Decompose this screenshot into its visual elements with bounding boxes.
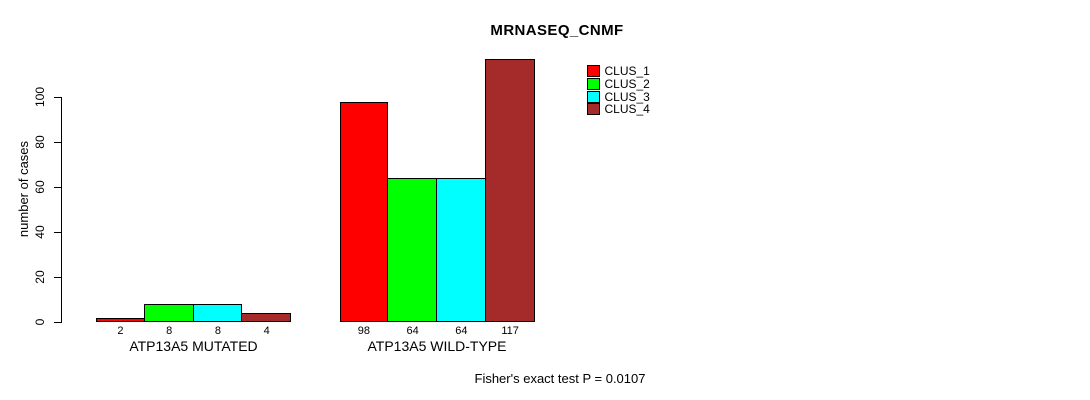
- legend-item: CLUS_4: [587, 103, 650, 116]
- y-tick-label: 0: [33, 318, 47, 326]
- y-axis-line: [61, 97, 63, 323]
- bar-value-label: 8: [214, 325, 221, 337]
- bar-clus_1-mutated: [96, 317, 145, 322]
- bar-clus_4-mutated: [241, 313, 291, 322]
- y-tick-label: 80: [33, 135, 47, 149]
- legend: CLUS_1 CLUS_2 CLUS_3 CLUS_4: [587, 65, 650, 116]
- bar-clus_2-mutated: [143, 304, 194, 322]
- legend-swatch: [587, 103, 600, 116]
- legend-swatch: [587, 77, 600, 90]
- legend-swatch: [587, 90, 600, 103]
- y-tick: [54, 186, 61, 188]
- bar-clus_3-wild-type: [436, 178, 486, 322]
- legend-label: CLUS_3: [604, 89, 650, 104]
- legend-item: CLUS_2: [587, 76, 650, 91]
- group-label: ATP13A5 MUTATED: [129, 338, 258, 354]
- y-tick-label: 100: [33, 86, 47, 108]
- chart-title: MRNASEQ_CNMF: [490, 22, 624, 39]
- bar-clus_3-mutated: [192, 304, 243, 322]
- bar-value-label: 64: [406, 325, 419, 337]
- stat-annotation: Fisher's exact test P = 0.0107: [474, 371, 646, 386]
- bar-clus_1-wild-type: [339, 101, 389, 322]
- bar-value-label: 2: [117, 325, 124, 337]
- y-tick: [54, 231, 61, 233]
- bar-value-label: 4: [263, 325, 270, 337]
- y-tick: [54, 276, 61, 278]
- bar-value-label: 8: [166, 325, 173, 337]
- y-axis-title: number of cases: [16, 140, 31, 238]
- legend-swatch: [587, 65, 600, 78]
- y-tick-label: 40: [33, 225, 47, 239]
- legend-item: CLUS_1: [587, 65, 650, 78]
- bar-value-label: 98: [357, 325, 370, 337]
- bar-clus_2-wild-type: [387, 178, 437, 322]
- legend-label: CLUS_2: [604, 76, 650, 91]
- bar-clus_4-wild-type: [484, 58, 535, 322]
- y-tick-label: 60: [33, 180, 47, 194]
- group-label: ATP13A5 WILD-TYPE: [367, 338, 507, 354]
- y-tick: [54, 141, 61, 143]
- legend-item: CLUS_3: [587, 90, 650, 103]
- y-tick: [54, 96, 61, 98]
- y-tick-label: 20: [33, 270, 47, 284]
- y-tick: [54, 321, 61, 323]
- legend-label: CLUS_4: [604, 102, 650, 117]
- bar-value-label: 64: [455, 325, 468, 337]
- legend-label: CLUS_1: [604, 64, 650, 79]
- bar-value-label: 117: [501, 325, 519, 337]
